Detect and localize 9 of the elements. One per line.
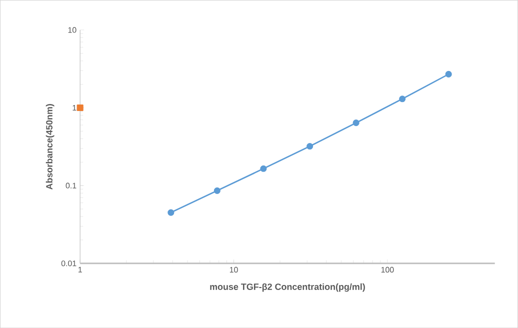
point [445, 70, 452, 78]
point [306, 142, 314, 150]
y-axis-title: Absorbance(450nm) [46, 104, 54, 190]
point [214, 187, 220, 194]
point [260, 165, 267, 172]
point [168, 209, 174, 216]
point [399, 96, 406, 102]
point [352, 119, 360, 126]
x-axis-title: mouse TGF-β2 Concentration(pg/ml) [210, 283, 365, 292]
